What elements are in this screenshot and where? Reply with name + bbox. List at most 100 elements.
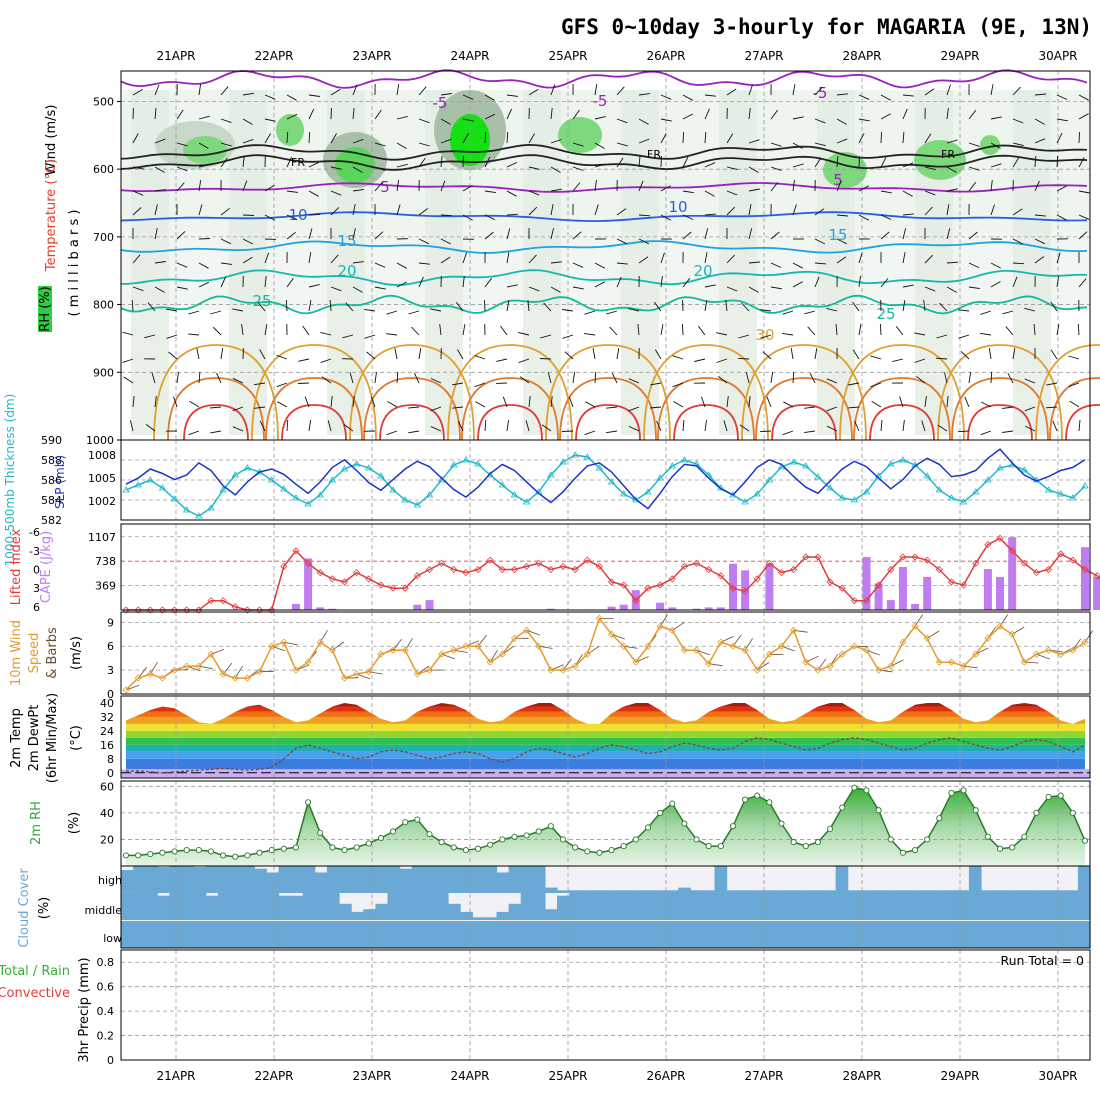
minmax-label: (6hr Min/Max) (45, 693, 60, 783)
lower-panels: 590 588 586 584 582 1008 1005 1002 -6 -3 0 3 6 1107 73… (29, 434, 1100, 1067)
cloud-bar (557, 890, 570, 893)
thickness-marker (668, 462, 676, 469)
wind10-marker (462, 642, 470, 650)
wind-barb (286, 190, 298, 193)
wind-barb (440, 138, 452, 144)
cloud-bar (823, 890, 837, 893)
wind-barb (682, 94, 693, 101)
wind10-marker (523, 626, 531, 634)
wind10-marker (243, 674, 251, 682)
wind-barb (858, 118, 870, 122)
lifted-index-marker (353, 569, 361, 577)
wind10-marker (328, 646, 336, 654)
cloud-bar (1005, 893, 1018, 920)
cloud-bar (993, 890, 1006, 893)
wind-barb (462, 214, 473, 221)
rh2m-marker (474, 845, 482, 852)
wind-barb (329, 299, 332, 312)
wind-barb (968, 110, 977, 120)
lifted-index-marker (741, 587, 749, 595)
wind-barb (847, 406, 860, 409)
cloud-bar (956, 890, 970, 893)
wind-barb (462, 133, 469, 144)
wind-barb (924, 206, 933, 216)
wind-barb (980, 430, 992, 436)
cloud-panel-labels: Cloud Cover (%) (17, 868, 52, 948)
lifted-index-marker (802, 553, 810, 561)
wind10-marker (1032, 650, 1041, 658)
contour-30-loop (839, 344, 965, 441)
li-tick: -3 (29, 545, 40, 558)
thickness-marker (814, 473, 822, 480)
wind-barb (198, 164, 210, 168)
lifted-index-marker (1032, 569, 1041, 577)
wind10-marker (765, 650, 773, 658)
wind-barb (858, 324, 862, 336)
cloud-bar (217, 866, 231, 893)
lifted-index-marker (1093, 572, 1100, 580)
wind10-marker (134, 674, 142, 682)
thickness-marker (632, 496, 640, 503)
rh2m-marker (899, 849, 906, 856)
wind-barb (264, 214, 276, 221)
cloud-bar (411, 893, 425, 920)
contour-40-loop (281, 404, 347, 441)
cape-bar (425, 600, 434, 610)
cloud-bar (750, 890, 764, 893)
wind-barb (418, 142, 430, 147)
thickness-marker (887, 460, 895, 467)
wind-barb (737, 357, 750, 360)
cloud-bar (847, 890, 861, 893)
wind-barb (748, 188, 760, 192)
rh2m-marker (948, 789, 955, 797)
cloud-bar (908, 921, 921, 948)
lifted-index-marker (923, 556, 931, 564)
wind-barb (946, 188, 958, 192)
date-label-bottom: 25APR (548, 1069, 587, 1083)
precip-total-label: Total / Rain (0, 964, 70, 979)
cloud-bar (472, 866, 485, 893)
wind-barb (880, 214, 892, 220)
temperature-contour-line (120, 182, 1088, 193)
wind-barb (518, 332, 530, 336)
wind-barb (594, 281, 605, 288)
cloud-bar (775, 921, 788, 948)
thickness-marker (826, 484, 834, 491)
thickness-marker (352, 460, 361, 467)
upper-axis-labels: 500 600 700 800 900 1000 Wind (m/s) Temperatu… (38, 95, 121, 447)
wind-barb (220, 118, 232, 124)
cape-label: CAPE (J/kg) (39, 531, 54, 603)
wind-barb (430, 426, 442, 432)
wind10-marker (547, 666, 555, 674)
wind-barb (506, 161, 518, 168)
wind-barb (154, 138, 166, 144)
wind-barb (880, 419, 883, 432)
wind-barb (745, 372, 750, 384)
temp2m-tick: 24 (100, 725, 114, 738)
wind-barb (682, 156, 689, 168)
wind-barb (176, 231, 186, 240)
wind-barb (980, 332, 992, 336)
wind-barb (638, 138, 650, 144)
wind-barb (606, 310, 618, 315)
temp2m-label: 2m Temp (9, 708, 24, 768)
cloud-bar (666, 890, 679, 893)
wind-barb (990, 180, 993, 192)
wind-barb (895, 326, 904, 336)
date-label-top: 22APR (254, 49, 293, 63)
cloud-bar (193, 867, 207, 893)
cloud-bar (654, 921, 667, 948)
rh2m-marker (147, 850, 154, 858)
rh2m-marker (1033, 809, 1040, 816)
cloud-bar (944, 890, 958, 893)
cloud-bar (387, 866, 401, 893)
lifted-index-marker (1008, 547, 1016, 555)
wind-barb (716, 358, 728, 363)
wind-barb (452, 382, 464, 386)
cloud-bar (399, 868, 413, 893)
wind10-tick: 0 (107, 688, 114, 701)
wind-barb (242, 118, 253, 125)
wind-barb (880, 131, 882, 144)
wind-barb (902, 420, 905, 432)
temperature-band (126, 706, 1085, 712)
